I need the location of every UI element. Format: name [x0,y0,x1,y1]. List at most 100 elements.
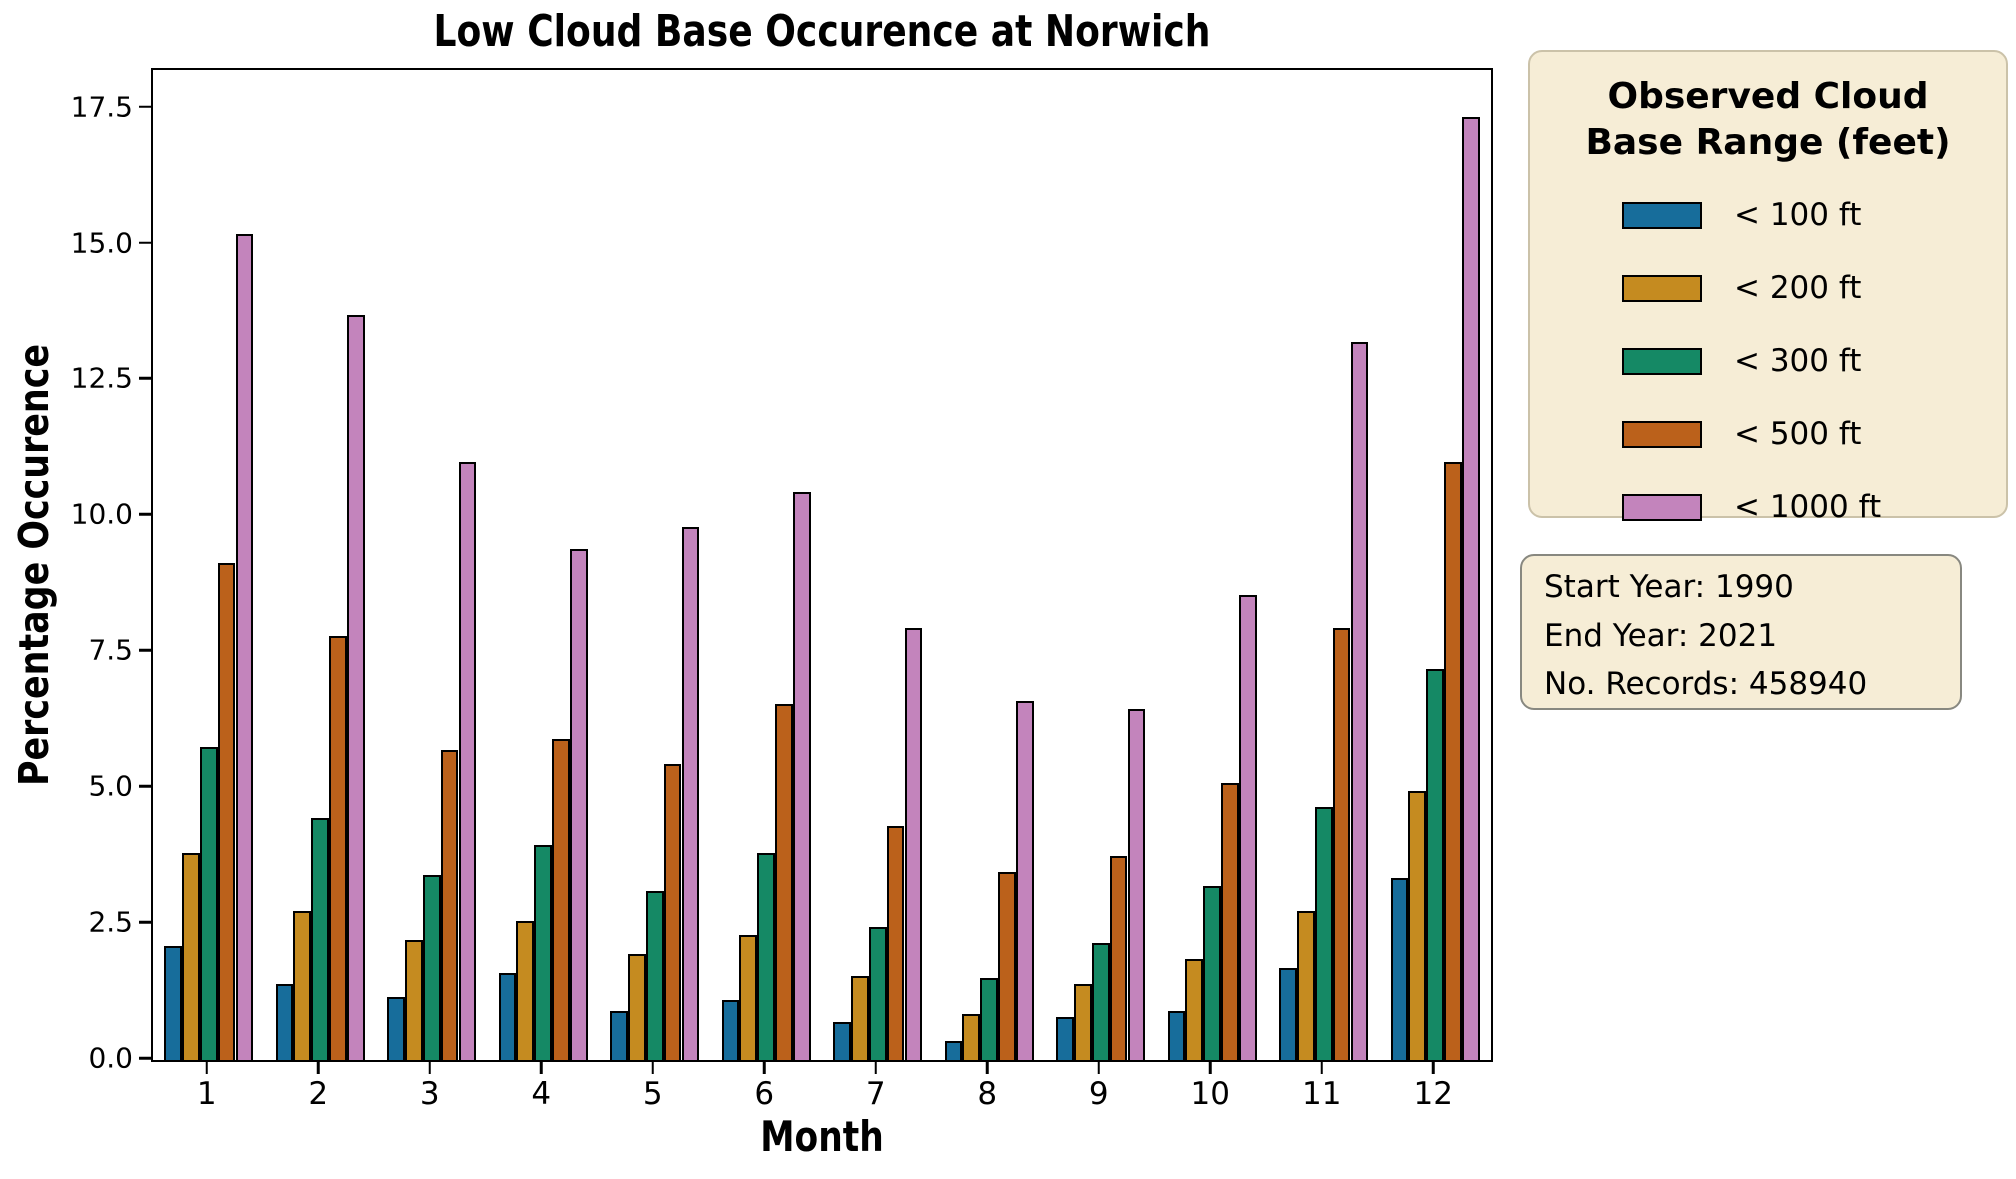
y-tick-label-5.0: 5.0 [88,769,133,803]
bar-month6-lt-200-ft [739,934,758,1060]
bar-month11-lt-300-ft [1314,807,1333,1060]
x-tick-label-10: 10 [1190,1076,1230,1112]
x-tick-label-11: 11 [1302,1076,1342,1112]
y-axis-title: Percentage Occurence [10,343,58,787]
x-tick-mark-6 [763,1062,766,1074]
x-tick-mark-10 [1209,1062,1212,1074]
y-tick-label-0.0: 0.0 [88,1041,133,1075]
x-tick-mark-4 [540,1062,543,1074]
bar-month4-lt-1000-ft [570,548,588,1060]
x-tick-mark-11 [1320,1062,1323,1074]
legend-row-lt-500-ft: < 500 ft [1530,416,2006,452]
x-tick-label-3: 3 [419,1076,440,1112]
y-tick-mark-12.5 [139,377,151,380]
bar-month11-lt-1000-ft [1350,342,1369,1060]
y-tick-mark-5.0 [139,784,151,788]
bar-month9-lt-100-ft [1056,1016,1074,1060]
x-tick-mark-9 [1097,1062,1100,1074]
bar-month3-lt-500-ft [440,750,459,1060]
bar-month10-lt-300-ft [1203,886,1222,1060]
y-tick-label-2.5: 2.5 [88,905,133,939]
bar-month2-lt-200-ft [293,910,312,1060]
legend-title: Observed Cloud Base Range (feet) [1530,74,2006,166]
bar-month1-lt-200-ft [181,853,200,1060]
plot-area [151,68,1493,1062]
legend-label-lt-300-ft: < 300 ft [1734,343,1862,380]
x-tick-mark-7 [874,1062,877,1074]
x-tick-mark-1 [205,1062,208,1074]
x-tick-mark-12 [1432,1062,1435,1074]
bar-month5-lt-300-ft [645,891,664,1060]
y-tick-label-12.5: 12.5 [70,361,133,395]
bar-month11-lt-200-ft [1296,910,1315,1060]
bar-month8-lt-500-ft [998,872,1016,1060]
bar-month12-lt-200-ft [1408,790,1427,1060]
bar-month11-lt-500-ft [1332,627,1351,1060]
bar-month8-lt-300-ft [980,978,999,1060]
x-tick-label-9: 9 [1088,1076,1109,1112]
info-end-year: End Year: 2021 [1544,617,1778,654]
bar-month7-lt-200-ft [850,975,869,1060]
bar-month3-lt-1000-ft [458,461,477,1060]
x-tick-label-4: 4 [531,1076,552,1112]
bar-month12-lt-300-ft [1426,668,1445,1060]
bar-month4-lt-500-ft [552,739,570,1060]
legend-label-lt-200-ft: < 200 ft [1734,270,1862,307]
x-tick-label-2: 2 [308,1076,329,1112]
bar-month2-lt-1000-ft [347,315,365,1060]
bar-month6-lt-500-ft [775,703,793,1060]
bar-month7-lt-1000-ft [904,627,923,1060]
bar-month5-lt-100-ft [610,1011,628,1060]
bar-month8-lt-200-ft [962,1013,981,1060]
x-tick-label-6: 6 [754,1076,775,1112]
legend-swatch-lt-100-ft [1622,201,1702,229]
bar-month3-lt-200-ft [404,940,423,1060]
y-tick-mark-0.0 [139,1056,151,1060]
bar-month9-lt-300-ft [1091,943,1110,1060]
bar-month10-lt-100-ft [1167,1011,1186,1060]
y-tick-label-17.5: 17.5 [70,90,133,124]
x-axis-title: Month [747,1112,898,1161]
x-tick-mark-8 [986,1062,989,1074]
bar-month6-lt-1000-ft [793,491,811,1060]
chart-title-text: Low Cloud Base Occurence at Norwich [433,6,1211,57]
bar-month11-lt-100-ft [1279,967,1297,1060]
y-tick-label-10.0: 10.0 [70,497,133,531]
legend-row-lt-300-ft: < 300 ft [1530,343,2006,379]
bar-month2-lt-300-ft [311,818,330,1060]
bar-month4-lt-300-ft [534,845,553,1060]
x-axis-title-text: Month [760,1112,884,1161]
info-start-year: Start Year: 1990 [1544,569,1794,605]
legend: Observed Cloud Base Range (feet) < 100 f… [1528,50,2008,525]
x-tick-mark-2 [317,1062,320,1074]
x-tick-label-1: 1 [196,1076,217,1112]
x-tick-mark-3 [428,1062,431,1074]
y-tick-mark-17.5 [139,105,151,108]
legend-swatch-lt-200-ft [1622,274,1702,302]
bar-month5-lt-1000-ft [681,527,700,1060]
bar-month9-lt-500-ft [1109,856,1128,1060]
y-tick-label-15.0: 15.0 [70,226,133,259]
legend-swatch-lt-1000-ft [1622,493,1702,521]
x-tick-mark-5 [651,1062,654,1074]
bar-month5-lt-500-ft [663,763,682,1060]
legend-row-lt-100-ft: < 100 ft [1530,197,2006,233]
bar-month1-lt-100-ft [164,945,182,1060]
info-num-records: No. Records: 458940 [1544,666,1868,703]
bar-month6-lt-300-ft [757,853,776,1060]
bar-month2-lt-100-ft [275,983,294,1060]
legend-label-lt-1000-ft: < 1000 ft [1734,489,1882,526]
legend-row-lt-200-ft: < 200 ft [1530,270,2006,306]
bar-month7-lt-500-ft [886,826,905,1060]
bar-month9-lt-200-ft [1073,983,1092,1060]
y-tick-mark-2.5 [139,920,151,924]
legend-title-line2: Base Range (feet) [1585,122,1951,164]
legend-swatch-lt-300-ft [1622,347,1702,375]
legend-title-line1: Observed Cloud [1607,76,1929,117]
bar-month1-lt-500-ft [217,562,236,1060]
legend-swatch-lt-500-ft [1622,420,1702,448]
bar-month3-lt-100-ft [387,997,405,1060]
bar-month1-lt-1000-ft [235,233,254,1060]
legend-label-lt-500-ft: < 500 ft [1734,416,1862,453]
bar-month4-lt-100-ft [498,973,517,1060]
